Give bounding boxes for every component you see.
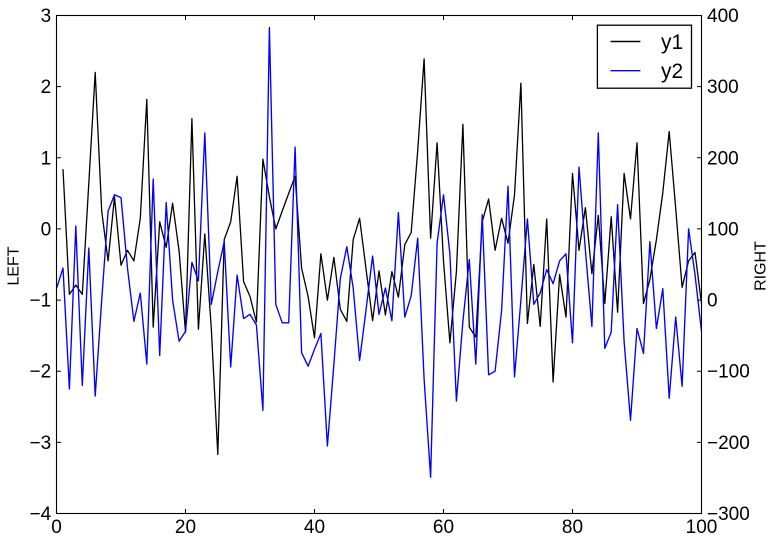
svg-text:0: 0 (707, 291, 718, 312)
svg-text:−1: −1 (30, 291, 52, 312)
svg-text:y1: y1 (661, 31, 683, 54)
svg-text:200: 200 (707, 148, 739, 169)
svg-text:y2: y2 (661, 60, 683, 83)
svg-text:40: 40 (304, 517, 325, 538)
svg-text:0: 0 (41, 219, 52, 240)
svg-text:−200: −200 (707, 433, 750, 454)
svg-text:2: 2 (41, 77, 52, 98)
svg-text:80: 80 (562, 517, 583, 538)
svg-text:100: 100 (686, 517, 718, 538)
svg-text:0: 0 (51, 517, 62, 538)
svg-text:3: 3 (41, 6, 52, 27)
svg-text:RIGHT: RIGHT (753, 241, 770, 291)
svg-text:400: 400 (707, 6, 739, 27)
svg-text:300: 300 (707, 77, 739, 98)
svg-text:−100: −100 (707, 362, 750, 383)
svg-text:LEFT: LEFT (5, 246, 22, 285)
svg-text:−3: −3 (30, 433, 52, 454)
svg-text:60: 60 (433, 517, 454, 538)
svg-text:1: 1 (41, 148, 52, 169)
svg-text:−4: −4 (30, 504, 52, 525)
svg-text:−2: −2 (30, 362, 52, 383)
svg-text:100: 100 (707, 219, 739, 240)
svg-text:20: 20 (175, 517, 196, 538)
svg-text:−300: −300 (707, 504, 750, 525)
